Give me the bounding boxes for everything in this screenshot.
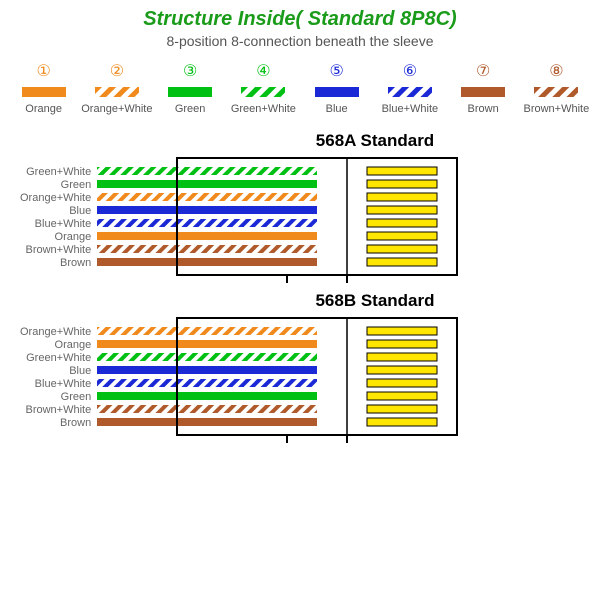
wire-0-4 xyxy=(97,219,317,227)
subtitle: 8-position 8-connection beneath the slee… xyxy=(0,31,600,49)
color-legend: ① Orange ② Orange+White ③ Green ④ Green+White… xyxy=(0,49,600,123)
main-title: Structure Inside( Standard 8P8C) xyxy=(0,0,600,31)
standard-block-0: 568A Standard Green+WhiteGreenOrange+Whit… xyxy=(0,131,600,283)
pin-0-0 xyxy=(367,167,437,175)
wire-label-1-7: Brown xyxy=(60,417,91,430)
connector-body-0 xyxy=(177,158,457,275)
wire-label-0-4: Blue+White xyxy=(35,218,92,231)
legend-label-3: Green xyxy=(175,103,206,115)
pin-1-7 xyxy=(367,418,437,426)
legend-number-4: ④ xyxy=(256,61,270,81)
wire-0-0 xyxy=(97,167,317,175)
connector-clip-0 xyxy=(287,275,347,283)
pin-0-4 xyxy=(367,219,437,227)
legend-label-7: Brown xyxy=(468,103,499,115)
legend-number-3: ③ xyxy=(183,61,197,81)
connector-row-0: Green+WhiteGreenOrange+WhiteBlueBlue+Whi… xyxy=(0,153,600,283)
legend-swatch-7 xyxy=(461,87,505,97)
wire-1-3 xyxy=(97,366,317,374)
wire-1-1 xyxy=(97,340,317,348)
wire-label-0-1: Green xyxy=(61,179,92,192)
wire-label-1-4: Blue+White xyxy=(35,378,92,391)
legend-swatch-3 xyxy=(168,87,212,97)
wire-0-2 xyxy=(97,193,317,201)
legend-item-5: ⑤ Blue xyxy=(301,61,372,115)
legend-item-4: ④ Green+White xyxy=(228,61,299,115)
connector-diagram-1 xyxy=(97,313,467,443)
legend-label-2: Orange+White xyxy=(81,103,152,115)
standard-block-1: 568B Standard Orange+WhiteOrangeGreen+Whi… xyxy=(0,291,600,443)
wire-1-7 xyxy=(97,418,317,426)
legend-label-5: Blue xyxy=(326,103,348,115)
legend-number-8: ⑧ xyxy=(549,61,563,81)
wire-1-0 xyxy=(97,327,317,335)
connector-row-1: Orange+WhiteOrangeGreen+WhiteBlueBlue+Wh… xyxy=(0,313,600,443)
wire-1-2 xyxy=(97,353,317,361)
legend-item-2: ② Orange+White xyxy=(81,61,152,115)
wire-1-6 xyxy=(97,405,317,413)
wire-0-5 xyxy=(97,232,317,240)
legend-label-8: Brown+White xyxy=(524,103,590,115)
pin-0-7 xyxy=(367,258,437,266)
pin-1-0 xyxy=(367,327,437,335)
pin-1-6 xyxy=(367,405,437,413)
pin-1-1 xyxy=(367,340,437,348)
pin-1-5 xyxy=(367,392,437,400)
pin-0-2 xyxy=(367,193,437,201)
wire-label-1-5: Green xyxy=(61,391,92,404)
wire-1-4 xyxy=(97,379,317,387)
wire-0-1 xyxy=(97,180,317,188)
wire-labels-0: Green+WhiteGreenOrange+WhiteBlueBlue+Whi… xyxy=(20,166,91,270)
connector-clip-1 xyxy=(287,435,347,443)
wire-label-0-0: Green+White xyxy=(26,166,91,179)
wire-0-7 xyxy=(97,258,317,266)
wire-label-0-6: Brown+White xyxy=(26,244,92,257)
standard-title-1: 568B Standard xyxy=(150,291,600,311)
legend-item-1: ① Orange xyxy=(8,61,79,115)
legend-number-7: ⑦ xyxy=(476,61,490,81)
wire-label-1-6: Brown+White xyxy=(26,404,92,417)
legend-item-6: ⑥ Blue+White xyxy=(374,61,445,115)
legend-item-7: ⑦ Brown xyxy=(448,61,519,115)
legend-number-2: ② xyxy=(110,61,124,81)
legend-swatch-4 xyxy=(241,87,285,97)
pin-0-5 xyxy=(367,232,437,240)
pin-0-3 xyxy=(367,206,437,214)
wire-0-3 xyxy=(97,206,317,214)
legend-item-8: ⑧ Brown+White xyxy=(521,61,592,115)
pin-1-4 xyxy=(367,379,437,387)
wire-label-0-2: Orange+White xyxy=(20,192,91,205)
wire-label-0-5: Orange xyxy=(55,231,92,244)
legend-label-1: Orange xyxy=(25,103,62,115)
legend-swatch-2 xyxy=(95,87,139,97)
wire-label-1-1: Orange xyxy=(55,339,92,352)
legend-swatch-8 xyxy=(534,87,578,97)
wire-label-1-0: Orange+White xyxy=(20,326,91,339)
legend-swatch-6 xyxy=(388,87,432,97)
pin-0-1 xyxy=(367,180,437,188)
wire-label-1-2: Green+White xyxy=(26,352,91,365)
pin-1-3 xyxy=(367,366,437,374)
wire-label-0-3: Blue xyxy=(69,205,91,218)
legend-swatch-5 xyxy=(315,87,359,97)
wire-label-0-7: Brown xyxy=(60,257,91,270)
pin-1-2 xyxy=(367,353,437,361)
wire-label-1-3: Blue xyxy=(69,365,91,378)
legend-number-6: ⑥ xyxy=(403,61,417,81)
legend-number-5: ⑤ xyxy=(329,61,343,81)
legend-swatch-1 xyxy=(22,87,66,97)
legend-label-4: Green+White xyxy=(231,103,296,115)
standard-title-0: 568A Standard xyxy=(150,131,600,151)
legend-number-1: ① xyxy=(36,61,50,81)
wire-0-6 xyxy=(97,245,317,253)
legend-item-3: ③ Green xyxy=(155,61,226,115)
pin-0-6 xyxy=(367,245,437,253)
legend-label-6: Blue+White xyxy=(382,103,439,115)
connector-diagram-0 xyxy=(97,153,467,283)
wire-labels-1: Orange+WhiteOrangeGreen+WhiteBlueBlue+Wh… xyxy=(20,326,91,430)
connector-body-1 xyxy=(177,318,457,435)
wire-1-5 xyxy=(97,392,317,400)
